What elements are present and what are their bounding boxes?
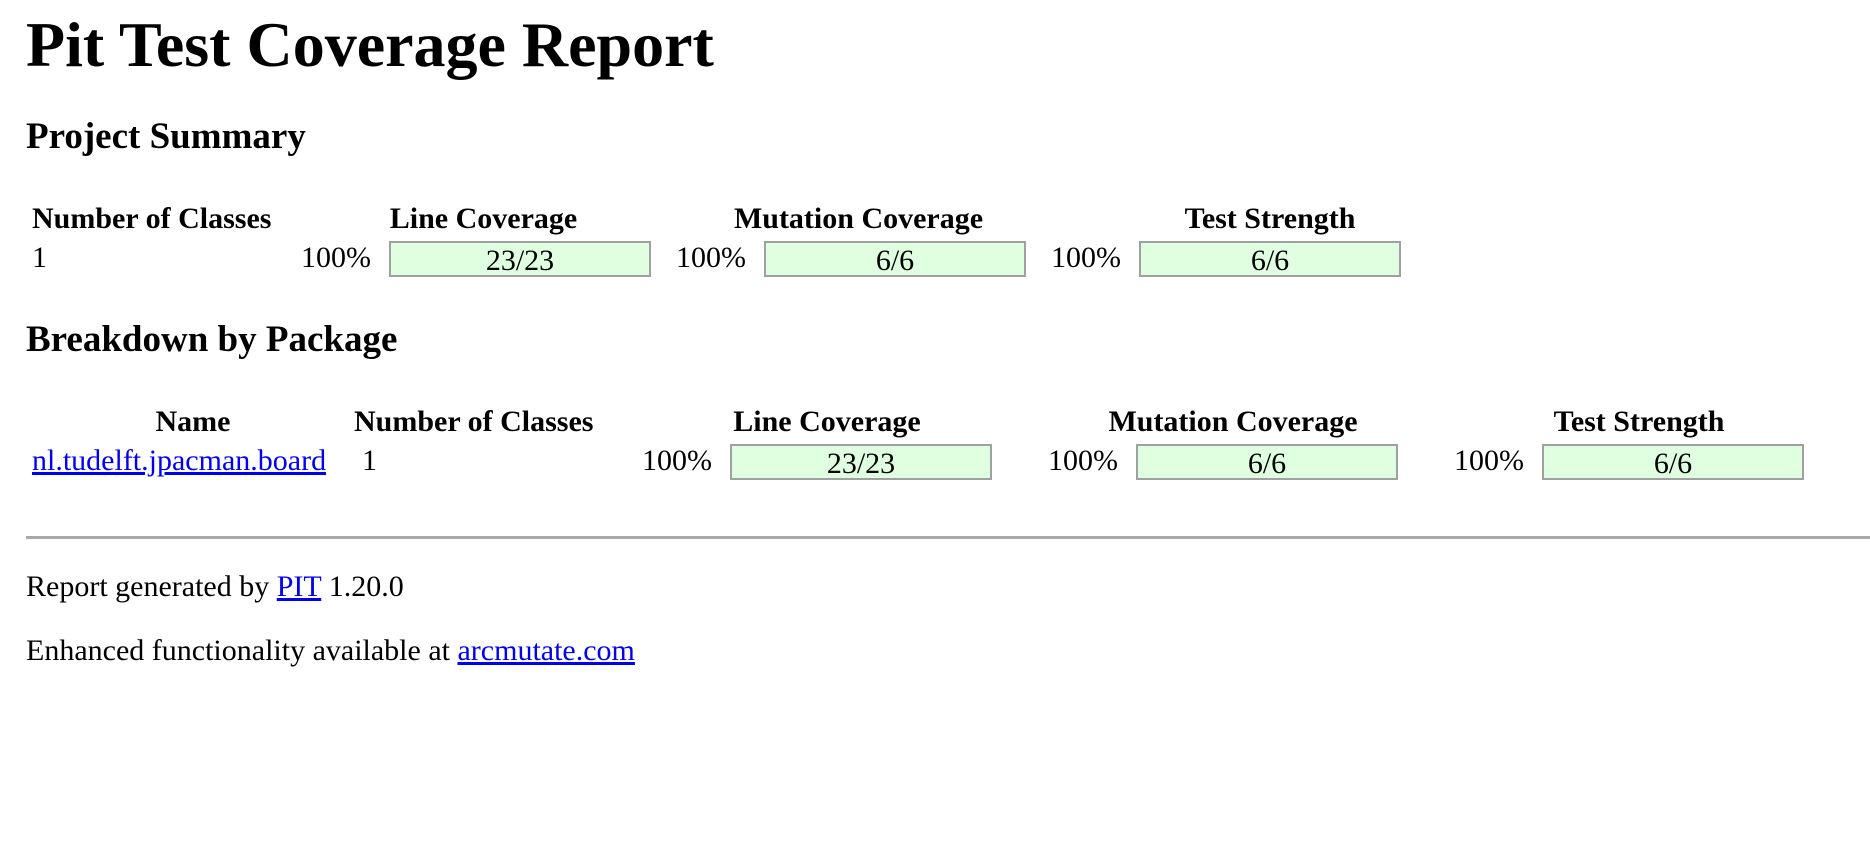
summary-header-mutation: Mutation Coverage — [733, 202, 984, 235]
summary-header-strength: Test Strength — [1046, 196, 1421, 236]
pit-link[interactable]: PIT — [276, 570, 322, 603]
summary-classes-value: 1 — [32, 241, 47, 274]
breakdown-strength-bar: 6/6 — [1542, 443, 1804, 480]
footer-version: 1.20.0 — [328, 570, 404, 603]
summary-strength-pct: 100% — [1051, 241, 1121, 274]
footer-enhanced-prefix: Enhanced functionality available at — [26, 634, 450, 667]
breakdown-header-mutation: Mutation Coverage — [1108, 405, 1358, 438]
summary-header-strength-label: Test Strength — [1184, 202, 1356, 235]
page-title: Pit Test Coverage Report — [26, 9, 714, 80]
breakdown-table: Name Number of Classes Line Coverage Mut… — [32, 399, 1842, 483]
footer-enhanced: Enhanced functionality available at arcm… — [26, 634, 635, 668]
project-summary-heading: Project Summary — [26, 116, 306, 157]
breakdown-line-pct: 100% — [642, 444, 712, 477]
breakdown-heading: Breakdown by Package — [26, 319, 398, 360]
project-summary-table: Number of Classes Line Coverage Mutation… — [32, 196, 1421, 280]
breakdown-header-line: Line Coverage — [733, 405, 921, 438]
summary-header-classes: Number of Classes — [32, 202, 272, 235]
summary-row: 1 100% 23/23 100% 6/6 100% 6/6 — [32, 236, 1421, 280]
breakdown-line-bar: 23/23 — [730, 443, 992, 480]
breakdown-row: nl.tudelft.jpacman.board 1 100% 23/23 10… — [32, 439, 1842, 483]
breakdown-classes-value: 1 — [362, 444, 377, 477]
breakdown-mutation-bar: 6/6 — [1136, 443, 1398, 480]
breakdown-header-strength: Test Strength — [1553, 405, 1725, 438]
summary-header-line: Line Coverage — [389, 202, 578, 235]
summary-line-bar: 23/23 — [389, 240, 651, 277]
footer-generated: Report generated by PIT 1.20.0 — [26, 570, 404, 604]
summary-line-pct: 100% — [301, 241, 371, 274]
summary-strength-bar: 6/6 — [1139, 240, 1401, 277]
summary-mutation-bar: 6/6 — [764, 240, 1026, 277]
arcmutate-link[interactable]: arcmutate.com — [457, 634, 635, 667]
breakdown-strength-pct: 100% — [1454, 444, 1524, 477]
footer-divider — [26, 536, 1870, 539]
footer-generated-prefix: Report generated by — [26, 570, 270, 603]
summary-mutation-pct: 100% — [676, 241, 746, 274]
package-link[interactable]: nl.tudelft.jpacman.board — [32, 444, 327, 477]
breakdown-header-row: Name Number of Classes Line Coverage Mut… — [32, 399, 1842, 439]
breakdown-header-name: Name — [155, 405, 231, 438]
breakdown-header-classes: Number of Classes — [354, 405, 594, 438]
breakdown-mutation-pct: 100% — [1048, 444, 1118, 477]
summary-header-row: Number of Classes Line Coverage Mutation… — [32, 196, 1421, 236]
